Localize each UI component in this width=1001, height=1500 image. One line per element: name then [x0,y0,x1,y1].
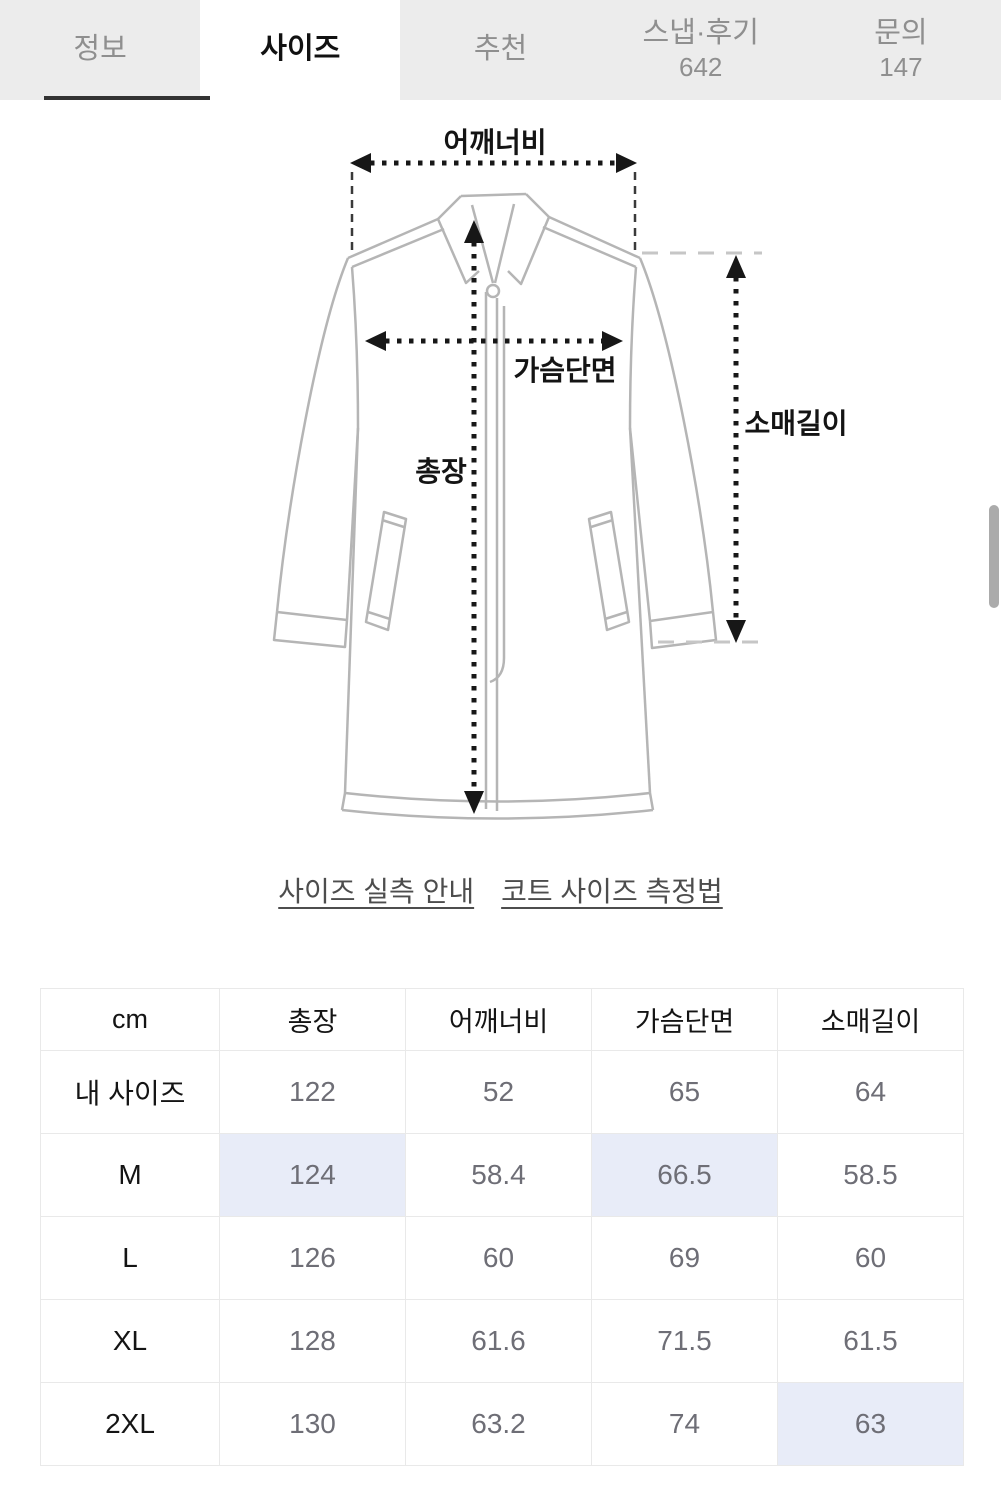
sleeve-length-arrow [726,255,746,643]
sleeve-length-label: 소매길이 [744,408,847,439]
table-cell: 60 [405,1216,592,1300]
table-row-xl: XL 128 61.6 71.5 61.5 [40,1299,964,1383]
column-header-total-length: 총장 [219,988,406,1051]
table-cell: 128 [219,1299,406,1383]
row-label-2xl[interactable]: 2XL [40,1382,220,1466]
table-cell: 64 [777,1050,964,1134]
column-header-unit: cm [40,988,220,1051]
tab-label: 문의 [874,17,928,50]
table-cell: 58.4 [405,1133,592,1217]
row-label-l[interactable]: L [40,1216,220,1300]
tab-label: 추천 [473,33,528,66]
table-row-l: L 126 60 69 60 [40,1216,964,1300]
table-cell: 69 [591,1216,778,1300]
measure-arrows [350,153,746,814]
size-measure-guide-link[interactable]: 사이즈 실측 안내 [278,876,475,907]
table-cell: 60 [777,1216,964,1300]
table-cell: 124 [219,1133,406,1217]
tab-bar: 정보 사이즈 추천 스냅·후기 642 문의 147 [0,0,1001,100]
table-cell: 71.5 [591,1299,778,1383]
shoulder-width-arrow [350,153,637,173]
shoulder-width-label: 어깨너비 [443,127,546,158]
table-cell: 65 [591,1050,778,1134]
table-cell: 61.6 [405,1299,592,1383]
table-cell: 130 [219,1382,406,1466]
table-row-m: M 124 58.4 66.5 58.5 [40,1133,964,1217]
tab-count: 147 [879,52,923,83]
table-cell: 63.2 [405,1382,592,1466]
column-header-chest: 가슴단면 [591,988,778,1051]
table-row-my-size: 내 사이즈 122 52 65 64 [40,1050,964,1134]
coat-measure-method-link[interactable]: 코트 사이즈 측정법 [501,876,723,907]
table-cell: 58.5 [777,1133,964,1217]
table-cell: 52 [405,1050,592,1134]
tab-label: 스냅·후기 [642,17,759,50]
row-label-my-size[interactable]: 내 사이즈 [40,1050,220,1134]
coat-outline [272,192,718,820]
table-row-2xl: 2XL 130 63.2 74 63 [40,1382,964,1466]
table-cell: 66.5 [591,1133,778,1217]
tab-label: 정보 [73,33,127,66]
size-table: cm 총장 어깨너비 가슴단면 소매길이 내 사이즈 122 52 65 64 … [40,988,964,1466]
table-header-row: cm 총장 어깨너비 가슴단면 소매길이 [40,988,964,1051]
tab-label: 사이즈 [260,33,341,66]
table-cell: 126 [219,1216,406,1300]
scrollbar-thumb[interactable] [989,505,999,608]
chest-width-label: 가슴단면 [513,355,616,386]
coat-measurement-diagram: 어깨너비 가슴단면 총장 소매길이 [272,127,848,820]
row-label-xl[interactable]: XL [40,1299,220,1383]
total-length-arrow [464,220,484,814]
tab-info[interactable]: 정보 [0,0,200,100]
total-length-label: 총장 [415,456,467,487]
size-guide-links: 사이즈 실측 안내 코트 사이즈 측정법 [0,870,1001,910]
tab-count: 642 [679,52,723,83]
chest-width-arrow [365,331,623,351]
table-cell: 63 [777,1382,964,1466]
guide-lines [350,172,762,644]
column-header-shoulder-width: 어깨너비 [405,988,592,1051]
row-label-m[interactable]: M [40,1133,220,1217]
tab-indicator [44,96,210,100]
column-header-sleeve-length: 소매길이 [777,988,964,1051]
table-cell: 74 [591,1382,778,1466]
table-cell: 122 [219,1050,406,1134]
tab-recommend[interactable]: 추천 [400,0,600,100]
table-cell: 61.5 [777,1299,964,1383]
tab-snap-reviews[interactable]: 스냅·후기 642 [601,0,801,100]
tab-inquiry[interactable]: 문의 147 [801,0,1001,100]
tab-size[interactable]: 사이즈 [200,0,401,100]
